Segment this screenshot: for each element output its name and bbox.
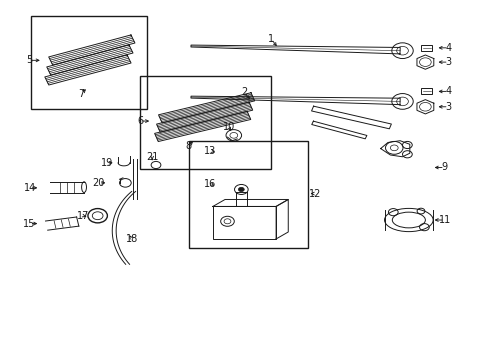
Text: 9: 9 [441, 162, 447, 172]
Text: 2: 2 [241, 87, 247, 98]
Text: 7: 7 [79, 89, 84, 99]
Text: 14: 14 [23, 183, 36, 193]
Text: 18: 18 [125, 234, 138, 244]
Text: 17: 17 [77, 211, 89, 221]
Text: 12: 12 [308, 189, 321, 199]
Text: 16: 16 [204, 179, 216, 189]
Text: 10: 10 [223, 122, 235, 132]
Text: 15: 15 [23, 219, 36, 229]
Text: 21: 21 [145, 152, 158, 162]
Text: 13: 13 [204, 146, 216, 156]
Text: 5: 5 [26, 55, 33, 65]
Text: 11: 11 [438, 215, 450, 225]
Text: 8: 8 [185, 141, 191, 151]
Text: 3: 3 [445, 102, 451, 112]
Text: 20: 20 [92, 178, 104, 188]
Text: 6: 6 [137, 116, 142, 126]
Text: 4: 4 [445, 43, 451, 53]
Text: 1: 1 [267, 34, 274, 44]
Text: 4: 4 [445, 86, 451, 96]
Circle shape [238, 187, 244, 192]
Text: 3: 3 [445, 57, 451, 67]
Text: 19: 19 [101, 158, 113, 168]
